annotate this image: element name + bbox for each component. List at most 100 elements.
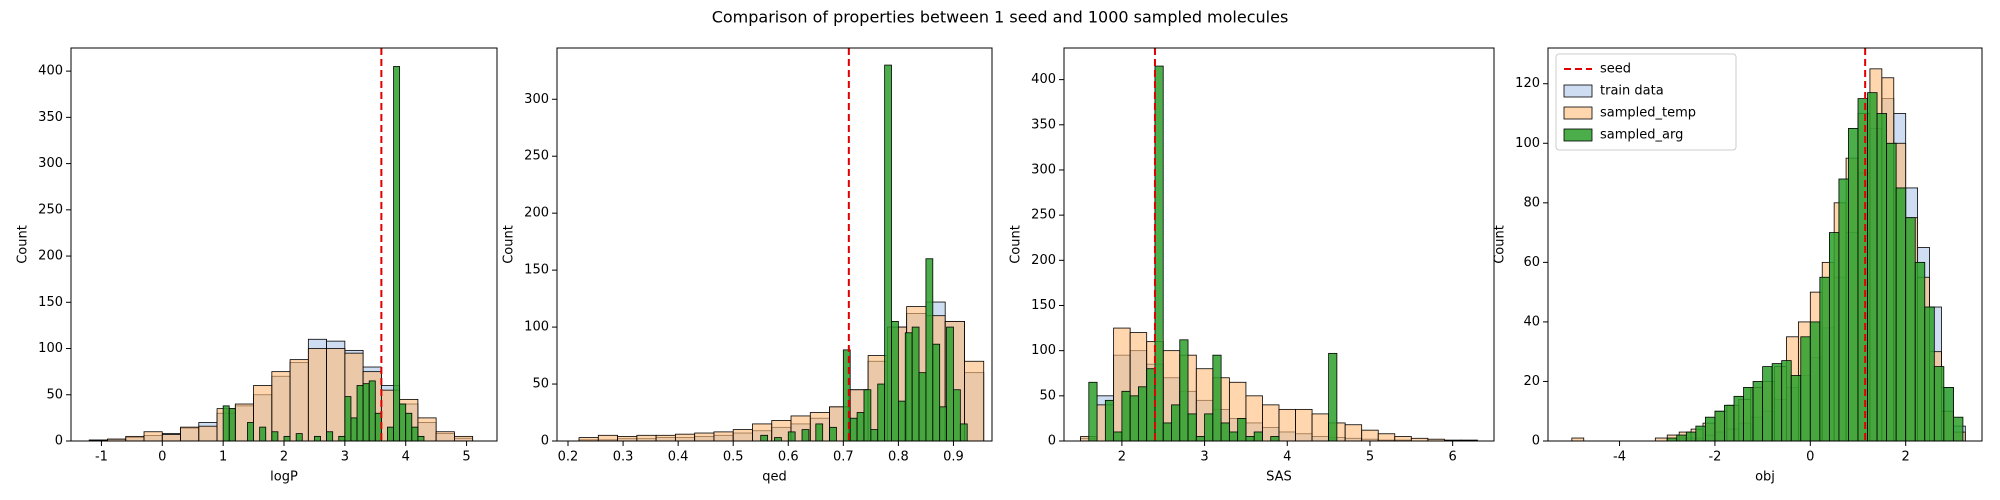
y-tick-label: 350 (38, 110, 63, 125)
axes-frame (556, 47, 993, 442)
histogram-bar (453, 435, 474, 442)
x-axis-label: SAS (1266, 470, 1292, 485)
histogram-bar (1278, 408, 1296, 442)
subplot: -1 0 1 2 3 4 5050100150200250300350400logPCoun… (16, 47, 498, 485)
y-tick-label: 250 (38, 202, 63, 217)
histogram-bar (307, 348, 328, 442)
y-axis-label: Count (502, 225, 517, 264)
histogram-bar (259, 426, 267, 442)
x-tick-label: 0.2 (558, 450, 579, 465)
histogram-bar (1270, 436, 1280, 442)
y-tick-label: 200 (38, 249, 63, 264)
y-tick-label: 250 (524, 149, 549, 164)
histogram-bar (393, 66, 401, 442)
x-tick-label: 0.6 (778, 450, 799, 465)
x-tick-label: 4 (402, 450, 410, 465)
histogram-bar (435, 431, 455, 442)
legend-swatch (1563, 84, 1593, 98)
histogram-bar (1162, 422, 1172, 442)
histogram-bar (1121, 390, 1131, 442)
histogram-bar (1344, 424, 1363, 442)
histogram-bar (1781, 360, 1792, 442)
y-tick-label: 250 (1031, 208, 1056, 223)
histogram-bar (1752, 381, 1764, 442)
x-tick-label: 4 (1283, 450, 1291, 465)
y-tick-label: 100 (1031, 343, 1056, 358)
histogram-bar (222, 405, 230, 442)
histogram-bar (760, 434, 769, 442)
histogram-bar (911, 326, 920, 442)
histogram-bar (801, 429, 810, 442)
histogram-bar (1762, 366, 1773, 442)
histogram-bar (1311, 413, 1330, 442)
histogram-bar (417, 435, 425, 442)
y-tick-label: 50 (1039, 388, 1056, 403)
subplot: 0.2 0.3 0.4 0.5 0.6 0.7 0.8 0.9 0 50 100 150 200 250 3… (502, 47, 993, 485)
histogram-bar (350, 417, 358, 442)
histogram-bar (1790, 375, 1802, 442)
histogram-bar (1876, 113, 1888, 442)
histogram-bar (247, 422, 254, 442)
histogram-bar (1809, 321, 1821, 442)
histogram-bar (295, 433, 303, 442)
y-tick-label: 100 (38, 341, 63, 356)
histogram-bar (1187, 413, 1197, 442)
y-tick-label: 0 (1532, 434, 1540, 449)
y-tick-label: 0 (55, 434, 63, 449)
histogram-bar (636, 434, 657, 442)
histogram-bar (1838, 178, 1849, 442)
x-tick-label: 5 (462, 450, 470, 465)
histogram-bar (1228, 431, 1239, 442)
y-tick-label: 150 (524, 263, 549, 278)
x-tick-label: 0 (158, 450, 166, 465)
histogram-bar (326, 348, 346, 442)
histogram-bar (597, 434, 618, 442)
histogram-bar (939, 406, 947, 442)
histogram-bar (1295, 408, 1313, 442)
histogram-bar (362, 383, 370, 442)
histogram-bar (326, 431, 334, 442)
histogram-bar (655, 434, 676, 442)
x-tick-label: -1 (95, 450, 108, 465)
histogram-bar (1237, 418, 1247, 442)
x-tick-label: 0 (1806, 450, 1814, 465)
y-tick-label: 100 (1515, 136, 1540, 151)
legend-label: sampled_arg (1600, 128, 1683, 143)
x-tick-label: 0.4 (668, 450, 689, 465)
histogram-bar (1179, 339, 1189, 442)
y-tick-label: 400 (38, 64, 63, 79)
y-axis-label: Count (1009, 225, 1024, 264)
x-axis-label: obj (1755, 470, 1775, 485)
histogram-bar (877, 383, 886, 442)
x-tick-label: 1 (219, 450, 227, 465)
y-tick-label: 300 (1031, 162, 1056, 177)
histogram-bar (1262, 404, 1280, 442)
histogram-bar (1819, 276, 1830, 442)
histogram-bar (1743, 387, 1754, 442)
histogram-bar (849, 417, 858, 442)
histogram-bar (870, 429, 879, 442)
histogram-bar (713, 431, 734, 442)
legend-swatch (1563, 128, 1593, 142)
y-tick-label: 100 (524, 320, 549, 335)
histogram-bar (344, 396, 352, 442)
y-tick-label: 60 (1523, 255, 1540, 270)
histogram-bar (1088, 381, 1098, 442)
x-tick-label: 6 (1449, 450, 1457, 465)
histogram-bar (1867, 92, 1878, 442)
subplot: 2 3 4 5 6 0 50 100 150 200 250 300 350 400 SAS Count (1009, 47, 1495, 485)
histogram-bar (787, 431, 796, 442)
y-tick-label: 400 (1031, 72, 1056, 87)
y-tick-label: 300 (524, 92, 549, 107)
x-tick-label: 0.5 (723, 450, 744, 465)
histogram-bar (1154, 65, 1164, 442)
x-axis-label: logP (270, 470, 298, 485)
y-tick-label: 80 (1523, 195, 1540, 210)
histogram-bar (918, 372, 927, 442)
histogram-bar (161, 434, 181, 442)
histogram-bar (1952, 416, 1964, 442)
histogram-bar (198, 425, 218, 442)
histogram-bar (271, 371, 291, 442)
histogram-bar (897, 400, 906, 442)
